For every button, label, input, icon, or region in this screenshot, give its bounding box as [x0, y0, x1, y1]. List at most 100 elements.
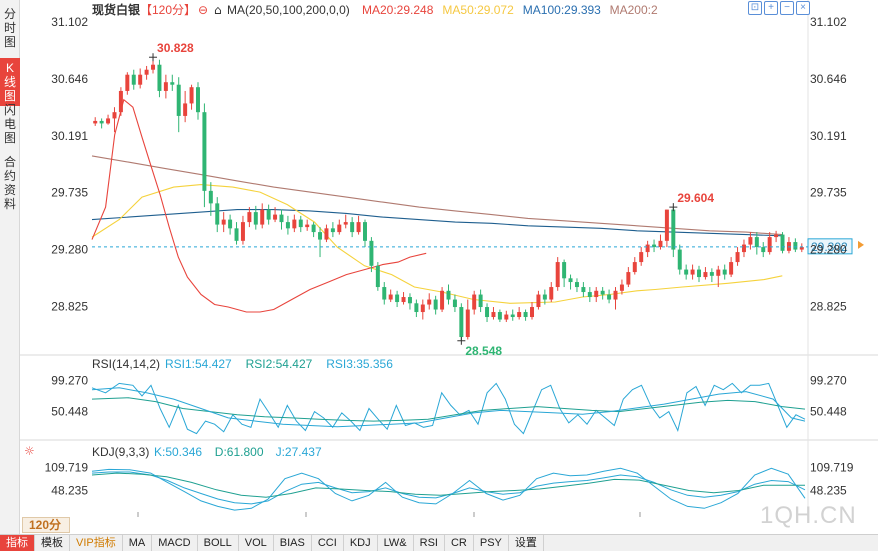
candle-body	[183, 103, 188, 116]
indicator-tab-bias[interactable]: BIAS	[274, 535, 312, 551]
candle-body	[202, 112, 207, 191]
candle	[600, 287, 605, 300]
candle-body	[240, 222, 245, 241]
candle-body	[626, 272, 631, 285]
candle-body	[414, 303, 419, 313]
side-tab-2[interactable]: 闪电图	[3, 103, 16, 145]
main-ytick-left-label: 31.102	[51, 15, 88, 29]
candle	[555, 257, 560, 291]
xtick-label: 06/29	[626, 516, 656, 518]
candle-body	[221, 219, 226, 225]
candle	[645, 240, 650, 258]
candle-body	[253, 212, 258, 225]
period-selector[interactable]: 120分▼	[22, 517, 70, 545]
candle-body	[497, 312, 502, 320]
side-tab-0[interactable]: 分时图	[3, 7, 16, 49]
candle-body	[690, 269, 695, 275]
candle	[459, 303, 464, 341]
candle	[562, 259, 567, 288]
candle-body	[652, 244, 657, 248]
main-ytick-right-label: 30.191	[810, 129, 847, 143]
candle-body	[754, 237, 759, 248]
candle	[99, 118, 104, 129]
candle-body	[613, 290, 618, 300]
main-ytick-left-label: 30.191	[51, 129, 88, 143]
candle-body	[228, 219, 233, 229]
candle-body	[465, 309, 470, 338]
candle-body	[305, 224, 310, 228]
candle-body	[375, 265, 380, 288]
fit-icon[interactable]: ⊡	[748, 1, 762, 15]
candle-body	[112, 112, 117, 119]
close-icon[interactable]: ×	[796, 1, 810, 15]
candle-body	[99, 120, 104, 124]
candle	[767, 232, 772, 255]
kdj-gear-icon[interactable]: ☼	[24, 444, 35, 458]
candle-body	[658, 240, 663, 248]
indicator-tab-模板[interactable]: 模板	[35, 535, 70, 551]
indicator-tab-指标[interactable]: 指标	[0, 535, 35, 551]
rsi-ytick-right-label: 99.270	[810, 374, 847, 388]
candle	[632, 257, 637, 275]
candle-body	[363, 222, 367, 241]
candle	[208, 182, 213, 216]
ma-settings-icon[interactable]: ⊖	[198, 3, 208, 17]
main-ytick-left-label: 30.646	[51, 72, 88, 86]
kdj-legend-item: K:50.346	[154, 445, 202, 459]
indicator-tab-lw[interactable]: LW&	[378, 535, 414, 551]
kdj-legend-item: D:61.800	[215, 445, 264, 459]
zoom-in-icon[interactable]: +	[764, 1, 778, 15]
indicator-tab-macd[interactable]: MACD	[152, 535, 198, 551]
indicator-tab-cr[interactable]: CR	[445, 535, 474, 551]
candle	[427, 293, 432, 310]
candle	[799, 243, 804, 253]
indicator-tab-boll[interactable]: BOLL	[198, 535, 239, 551]
candle	[93, 117, 98, 126]
candle-body	[388, 294, 393, 300]
kdj-legend-item: J:27.437	[276, 445, 322, 459]
indicator-tab-ma[interactable]: MA	[123, 535, 153, 551]
low-price-label: 28.548	[465, 344, 502, 358]
side-tab-3[interactable]: 合约资料	[3, 155, 16, 211]
indicator-tab-vol[interactable]: VOL	[239, 535, 274, 551]
candle-body	[125, 74, 130, 91]
candle	[228, 214, 233, 235]
rsi-legend-item: RSI2:54.427	[246, 357, 313, 371]
candle	[414, 299, 419, 318]
candle-body	[491, 312, 496, 318]
candle	[587, 287, 592, 303]
ma20-line-group	[91, 98, 427, 313]
candle-body	[106, 118, 111, 124]
indicator-tab-rsi[interactable]: RSI	[414, 535, 445, 551]
candle	[266, 204, 271, 225]
candle	[195, 82, 200, 120]
candle-body	[568, 278, 573, 283]
candle	[523, 309, 528, 321]
candle-body	[266, 209, 271, 220]
chart-area[interactable]: 29.302 30.828 28.548 29.604 31.102 31.102 30.…	[20, 0, 878, 518]
candle	[343, 214, 348, 229]
candle	[581, 282, 586, 298]
candle	[472, 290, 477, 315]
candle	[664, 209, 669, 248]
candle-body	[767, 237, 772, 253]
candle	[215, 197, 220, 233]
rsi-ytick-right-label: 50.448	[810, 404, 847, 418]
candle	[709, 268, 714, 283]
candle	[356, 215, 361, 235]
candle	[741, 239, 746, 258]
candle-body	[382, 287, 387, 300]
indicator-tab-kdj[interactable]: KDJ	[344, 535, 378, 551]
indicator-tab-cci[interactable]: CCI	[312, 535, 344, 551]
candle	[157, 59, 162, 98]
candle	[594, 287, 599, 303]
indicator-tab-设置[interactable]: 设置	[509, 535, 544, 551]
candlestick-series	[93, 57, 804, 341]
ma-settings-icon-2[interactable]: ⌂	[214, 3, 222, 17]
indicator-tab-vip指标[interactable]: VIP指标	[70, 535, 123, 551]
indicator-tab-psy[interactable]: PSY	[474, 535, 509, 551]
main-ytick-right-label: 29.735	[810, 186, 847, 200]
candle	[118, 87, 123, 116]
zoom-out-icon[interactable]: −	[780, 1, 794, 15]
